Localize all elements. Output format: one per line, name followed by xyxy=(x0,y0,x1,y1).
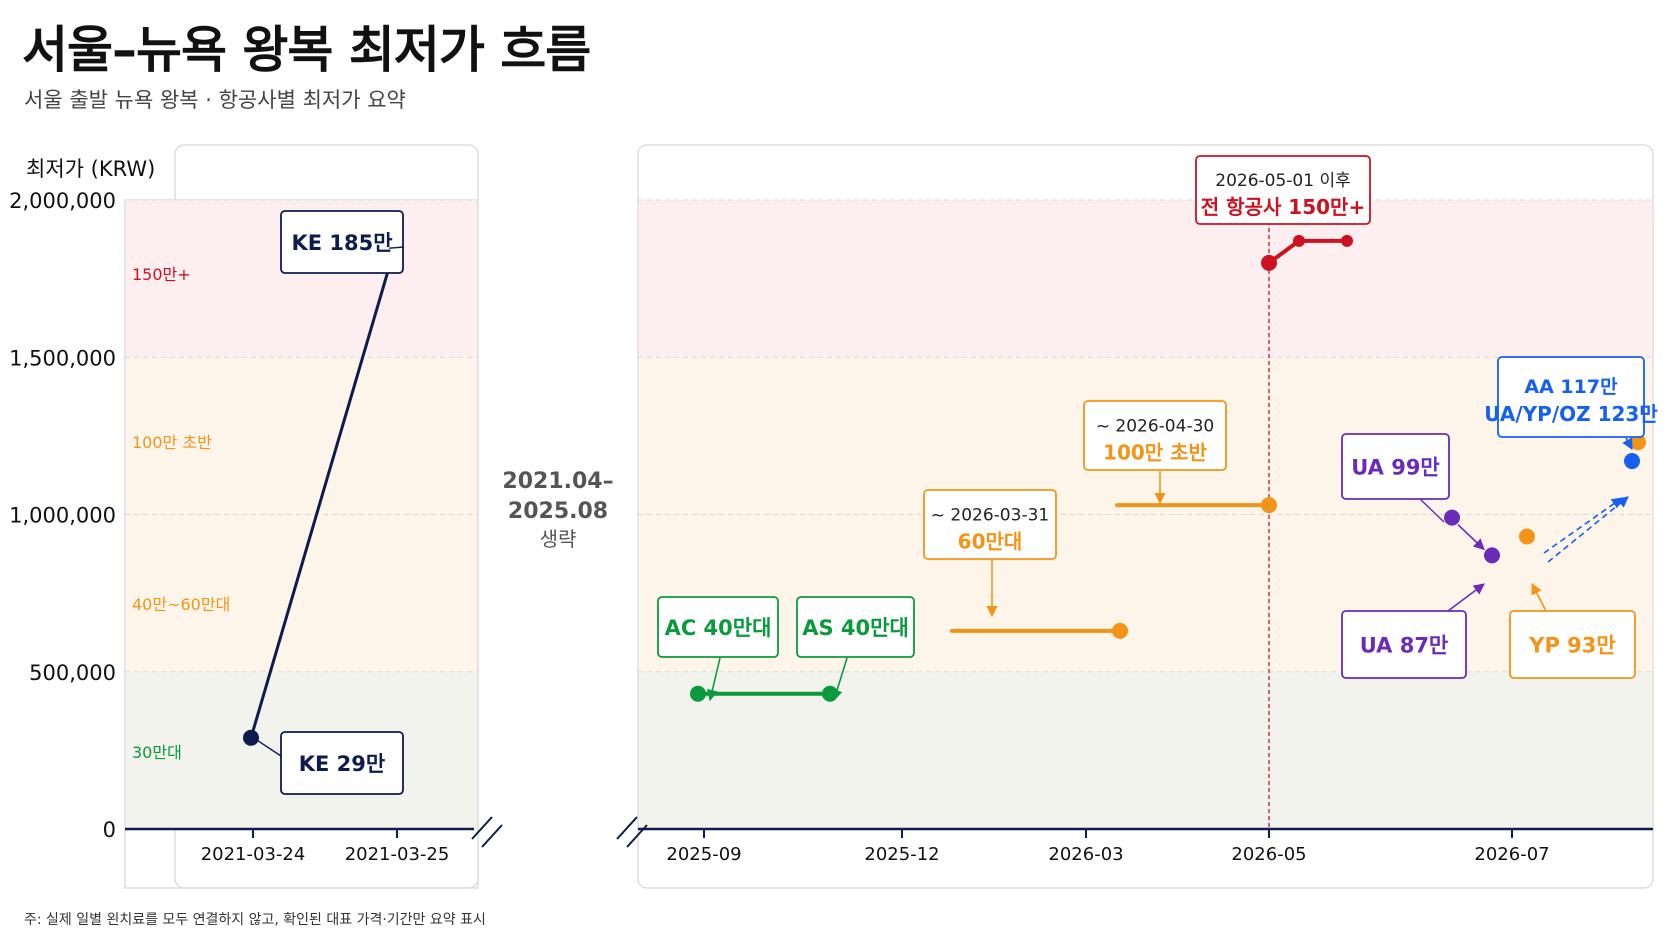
data-point xyxy=(1261,497,1277,514)
callout-ke-185: KE 185만 xyxy=(280,210,404,274)
callout-arrow xyxy=(1622,437,1633,450)
page-title: 서울–뉴욕 왕복 최저가 흐름 xyxy=(22,21,591,79)
band-label: 40만~60만대 xyxy=(132,595,230,614)
callout-box xyxy=(1497,356,1645,438)
callout-box xyxy=(1083,400,1227,471)
callout-label: UA/YP/OZ 123만 xyxy=(1484,402,1658,426)
data-point xyxy=(1519,528,1535,545)
callout-box xyxy=(923,489,1057,560)
callout-box xyxy=(280,210,404,274)
callout-as: AS 40만대 xyxy=(796,596,915,658)
data-point xyxy=(690,685,706,702)
y-axis-label: 최저가 (KRW) xyxy=(26,157,155,181)
x-tick-label: 2021-03-25 xyxy=(345,844,450,865)
callout-box xyxy=(1341,610,1467,679)
x-tick-label: 2025-09 xyxy=(666,844,741,865)
x-tick-label: 2025-12 xyxy=(864,844,939,865)
callout-label: 100만 초반 xyxy=(1103,441,1208,465)
callout-label: AC 40만대 xyxy=(665,616,772,640)
x-tick-label: 2021-03-24 xyxy=(201,844,306,865)
callout-label: 60만대 xyxy=(958,530,1023,554)
page-subtitle: 서울 출발 뉴욕 왕복 · 항공사별 최저가 요약 xyxy=(24,88,406,112)
callout-ua-87: UA 87만 xyxy=(1341,610,1467,679)
axis-break-mark xyxy=(626,824,648,848)
callout-box xyxy=(796,596,915,658)
callout-box xyxy=(1195,155,1371,225)
callout-box xyxy=(280,731,404,795)
callout-box xyxy=(1341,433,1450,500)
callout-leader xyxy=(388,246,405,249)
y-tick-label: 1,500,000 xyxy=(9,346,116,370)
axis-break-mark xyxy=(616,816,638,840)
y-tick-label: 0 xyxy=(103,818,116,842)
data-point xyxy=(1261,254,1277,271)
data-point xyxy=(1293,234,1305,247)
callout-label: YP 93만 xyxy=(1528,634,1615,658)
callout-label: ~ 2026-03-31 xyxy=(931,506,1049,526)
callout-ac: AC 40만대 xyxy=(657,596,779,658)
data-point xyxy=(1484,547,1500,564)
break-label: 2021.04– xyxy=(502,469,613,494)
data-point xyxy=(1341,234,1353,247)
callout-leader xyxy=(257,740,282,757)
data-point xyxy=(1112,622,1128,639)
callout-label: AA 117만 xyxy=(1524,376,1618,398)
callout-label: ~ 2026-04-30 xyxy=(1096,417,1214,437)
x-tick-label: 2026-07 xyxy=(1474,844,1549,865)
callout-label: AS 40만대 xyxy=(802,616,909,640)
callout-yp-93: YP 93만 xyxy=(1509,610,1636,679)
band-left xyxy=(126,514,477,672)
callout-ke-29: KE 29만 xyxy=(280,731,404,795)
break-label: 생략 xyxy=(540,527,577,551)
data-point xyxy=(1630,434,1646,451)
x-tick-label: 2026-03 xyxy=(1048,844,1123,865)
callout-arrow xyxy=(831,657,848,702)
band-label: 30만대 xyxy=(132,743,182,762)
y-tick-label: 500,000 xyxy=(29,661,116,685)
axis-break-mark xyxy=(471,816,493,840)
trend-arrow xyxy=(1457,524,1485,551)
callout-arrow xyxy=(1447,583,1485,612)
data-point xyxy=(1444,509,1460,526)
trend-arrow-dashed xyxy=(1543,497,1623,554)
callout-label: 2026-05-01 이후 xyxy=(1215,171,1350,191)
callout-label: UA 99만 xyxy=(1351,456,1440,480)
callout-arrow xyxy=(706,657,721,702)
band-right xyxy=(639,200,1652,358)
band-label: 100만 초반 xyxy=(132,433,212,452)
y-tick-label: 1,000,000 xyxy=(9,504,116,528)
break-label: 2025.08 xyxy=(508,499,608,524)
band-left xyxy=(126,357,477,515)
footnote: 주: 실제 일별 왼치료를 모두 연결하지 않고, 확인된 대표 가격·기간만 … xyxy=(24,912,486,928)
data-point xyxy=(1624,453,1640,470)
band-label: 150만+ xyxy=(132,265,191,284)
callout-box xyxy=(1509,610,1636,679)
callout-60: ~ 2026-03-31 60만대 xyxy=(923,489,1057,560)
trend-arrow-dashed xyxy=(1547,496,1629,563)
callout-label: UA 87만 xyxy=(1360,634,1449,658)
callout-label: KE 29만 xyxy=(299,752,385,776)
callout-leader xyxy=(1419,498,1445,523)
callout-arrow xyxy=(1531,583,1547,612)
data-point xyxy=(243,729,259,746)
axis-break-mark xyxy=(481,824,503,848)
callout-label: KE 185만 xyxy=(291,231,392,255)
y-tick-label: 2,000,000 xyxy=(9,189,116,213)
callout-aa: AA 117만 UA/YP/OZ 123만 xyxy=(1484,356,1658,438)
series-line xyxy=(249,245,397,740)
callout-150: 2026-05-01 이후전 항공사 150만+ xyxy=(1195,155,1371,225)
x-tick-label: 2026-05 xyxy=(1231,844,1306,865)
band-right xyxy=(639,514,1652,672)
band-right xyxy=(639,671,1652,829)
callout-100: ~ 2026-04-30 100만 초반 xyxy=(1083,400,1227,471)
callout-label: 전 항공사 150만+ xyxy=(1201,195,1365,219)
callout-ua-99: UA 99만 xyxy=(1341,433,1450,500)
callout-box xyxy=(657,596,779,658)
